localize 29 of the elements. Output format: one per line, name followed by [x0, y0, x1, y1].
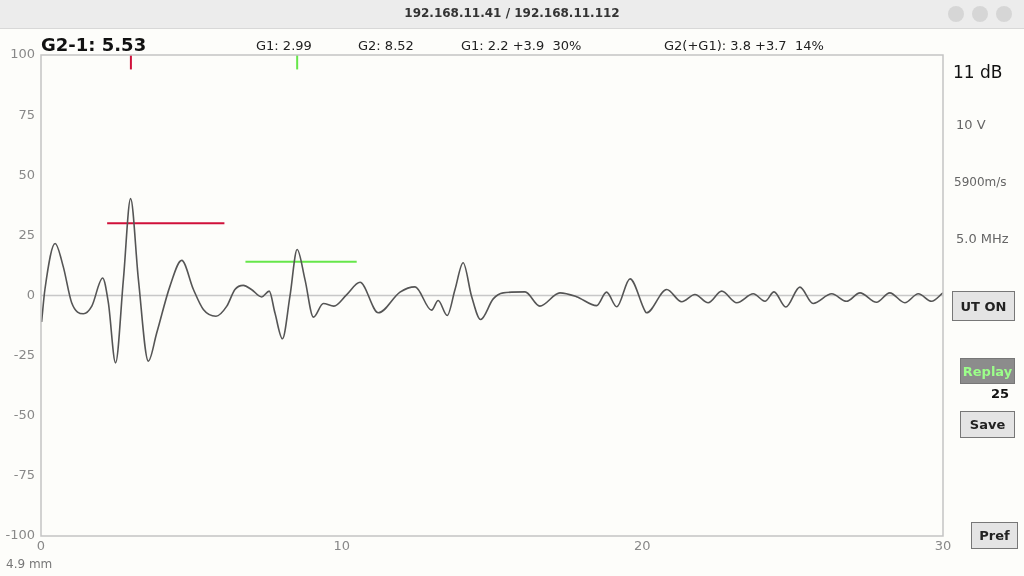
- x-tick-label: 0: [36, 538, 46, 554]
- text: 192.168.11.41 / 192.168.11.112: [404, 6, 620, 20]
- text: G2: 8.52: [358, 38, 414, 53]
- text: 10 V: [956, 117, 986, 132]
- x-tick-label: 20: [634, 538, 651, 554]
- line-series: [41, 197, 943, 364]
- text: 5900m/s: [954, 175, 1007, 189]
- y-tick-label: -25: [13, 347, 35, 362]
- save-button[interactable]: Save: [960, 411, 1015, 438]
- text: G1: 2.99: [256, 38, 312, 53]
- x-tick-label: 10: [333, 538, 350, 554]
- toggle-button[interactable]: UT ON: [952, 291, 1015, 321]
- text: 4.9 mm: [6, 557, 53, 571]
- x-tick-label: 30: [934, 538, 952, 554]
- text: G2(+G1): 3.8 +3.7 14%: [664, 38, 824, 53]
- chart-title: G2-1: 5.53: [41, 34, 147, 55]
- y-tick-label: 0: [26, 286, 35, 302]
- text: 11 dB: [953, 62, 1003, 82]
- text: 5.0 MHz: [956, 231, 1009, 246]
- y-tick-label: -50: [13, 407, 35, 423]
- text: 25: [991, 386, 1010, 401]
- y-tick-label: 25: [18, 226, 35, 242]
- y-tick-label: -100: [5, 527, 35, 543]
- y-tick-label: 50: [18, 166, 35, 182]
- text: G1: 2.2 +3.9 30%: [461, 38, 582, 53]
- y-tick-label: 100: [10, 46, 35, 62]
- preferences-button[interactable]: Pref: [971, 522, 1018, 549]
- y-tick-label: -75: [13, 467, 35, 483]
- y-tick-label: 75: [18, 106, 35, 122]
